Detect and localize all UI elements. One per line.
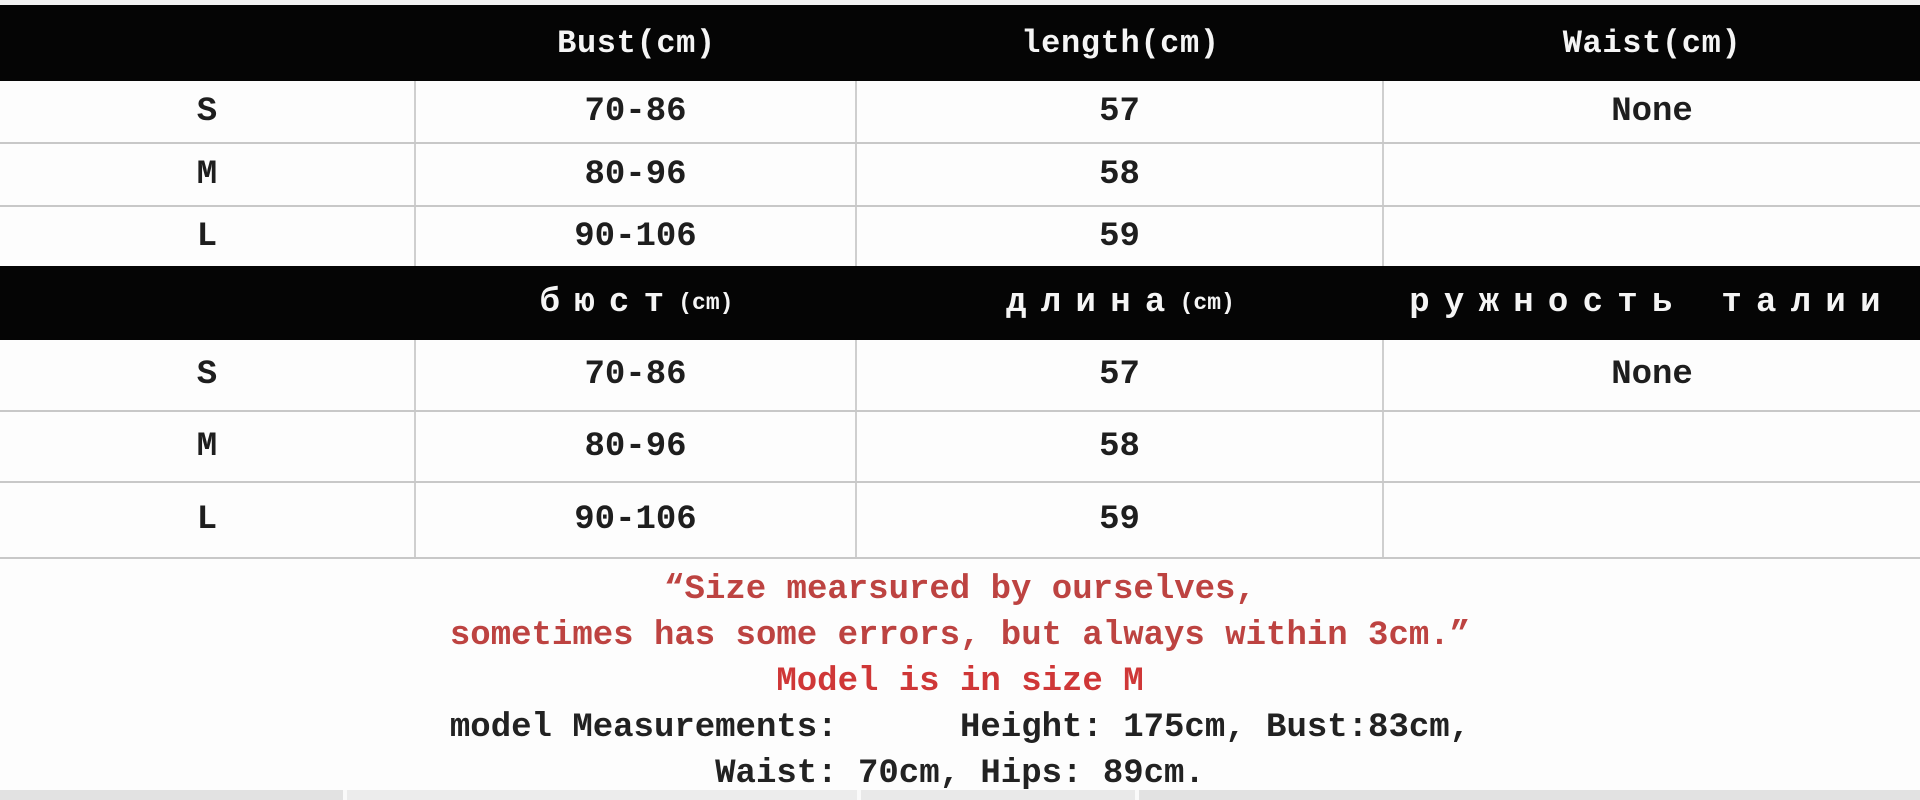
header-waist-ru-text: ружность талии <box>1409 284 1895 322</box>
header-cell-size <box>0 5 416 81</box>
length-value: 57 <box>857 340 1384 410</box>
header-cell-size-ru <box>0 266 416 340</box>
table-row-ru-s: S 70-86 57 None <box>0 340 1920 412</box>
length-value: 58 <box>857 412 1384 481</box>
waist-value <box>1384 412 1920 481</box>
cutoff-segment <box>347 790 857 800</box>
table-row-en-l: L 90-106 59 <box>0 207 1920 266</box>
length-value: 59 <box>857 207 1384 266</box>
size-label: S <box>0 81 416 142</box>
waist-value <box>1384 483 1920 557</box>
cutoff-segment <box>1139 790 1920 800</box>
note-model-measurements-line2: Waist: 70cm, Hips: 89cm. <box>715 755 1205 793</box>
bust-value: 70-86 <box>416 81 857 142</box>
cutoff-segment <box>861 790 1135 800</box>
size-chart-ru-header-row: бюст (cm) длина (cm) ружность талии <box>0 266 1920 340</box>
table-row-en-m: M 80-96 58 <box>0 144 1920 207</box>
cutoff-segment-gap <box>1135 790 1139 800</box>
size-label: S <box>0 340 416 410</box>
note-model-size: Model is in size M <box>776 663 1144 701</box>
cutoff-segment <box>0 790 343 800</box>
size-label: L <box>0 207 416 266</box>
bust-value: 70-86 <box>416 340 857 410</box>
size-notes: “Size mearsured by ourselves, sometimes … <box>0 559 1920 793</box>
size-label: M <box>0 412 416 481</box>
size-label: M <box>0 144 416 205</box>
header-bust-ru-text: бюст <box>539 284 679 322</box>
header-bust-ru-unit: (cm) <box>678 290 734 316</box>
header-cell-waist: Waist(cm) <box>1562 24 1742 62</box>
size-label: L <box>0 483 416 557</box>
length-value: 57 <box>857 81 1384 142</box>
note-disclaimer-line1: “Size mearsured by ourselves, <box>664 571 1256 609</box>
cutoff-row-strip <box>0 790 1920 800</box>
note-model-measurements-line1: model Measurements: Height: 175cm, Bust:… <box>449 709 1471 747</box>
length-value: 58 <box>857 144 1384 205</box>
note-disclaimer-line2: sometimes has some errors, but always wi… <box>449 617 1471 655</box>
bust-value: 80-96 <box>416 412 857 481</box>
size-chart-en: Bust(cm) length(cm) Waist(cm) S 70-86 57… <box>0 5 1920 266</box>
waist-value: None <box>1611 92 1693 131</box>
header-cell-waist-ru: ружность талии <box>1384 266 1920 340</box>
table-row-ru-l: L 90-106 59 <box>0 483 1920 559</box>
header-length-ru-text: длина <box>1006 284 1180 322</box>
header-cell-length-ru: длина (cm) <box>857 266 1384 340</box>
cutoff-segment-gap <box>343 790 347 800</box>
cutoff-segment-gap <box>857 790 861 800</box>
bust-value: 90-106 <box>416 483 857 557</box>
header-cell-length: length(cm) <box>1021 24 1220 62</box>
length-value: 59 <box>857 483 1384 557</box>
waist-value <box>1384 207 1920 266</box>
header-length-ru-unit: (cm) <box>1179 290 1235 316</box>
bust-value: 90-106 <box>416 207 857 266</box>
header-cell-bust: Bust(cm) <box>557 24 716 62</box>
waist-value: None <box>1611 356 1693 394</box>
size-chart-en-header-row: Bust(cm) length(cm) Waist(cm) <box>0 5 1920 81</box>
table-row-en-s: S 70-86 57 None <box>0 81 1920 144</box>
waist-value <box>1384 144 1920 205</box>
top-divider <box>0 0 1920 5</box>
header-cell-bust-ru: бюст (cm) <box>416 266 857 340</box>
table-row-ru-m: M 80-96 58 <box>0 412 1920 483</box>
bust-value: 80-96 <box>416 144 857 205</box>
size-chart-ru: бюст (cm) длина (cm) ружность талии S 70-8… <box>0 266 1920 559</box>
